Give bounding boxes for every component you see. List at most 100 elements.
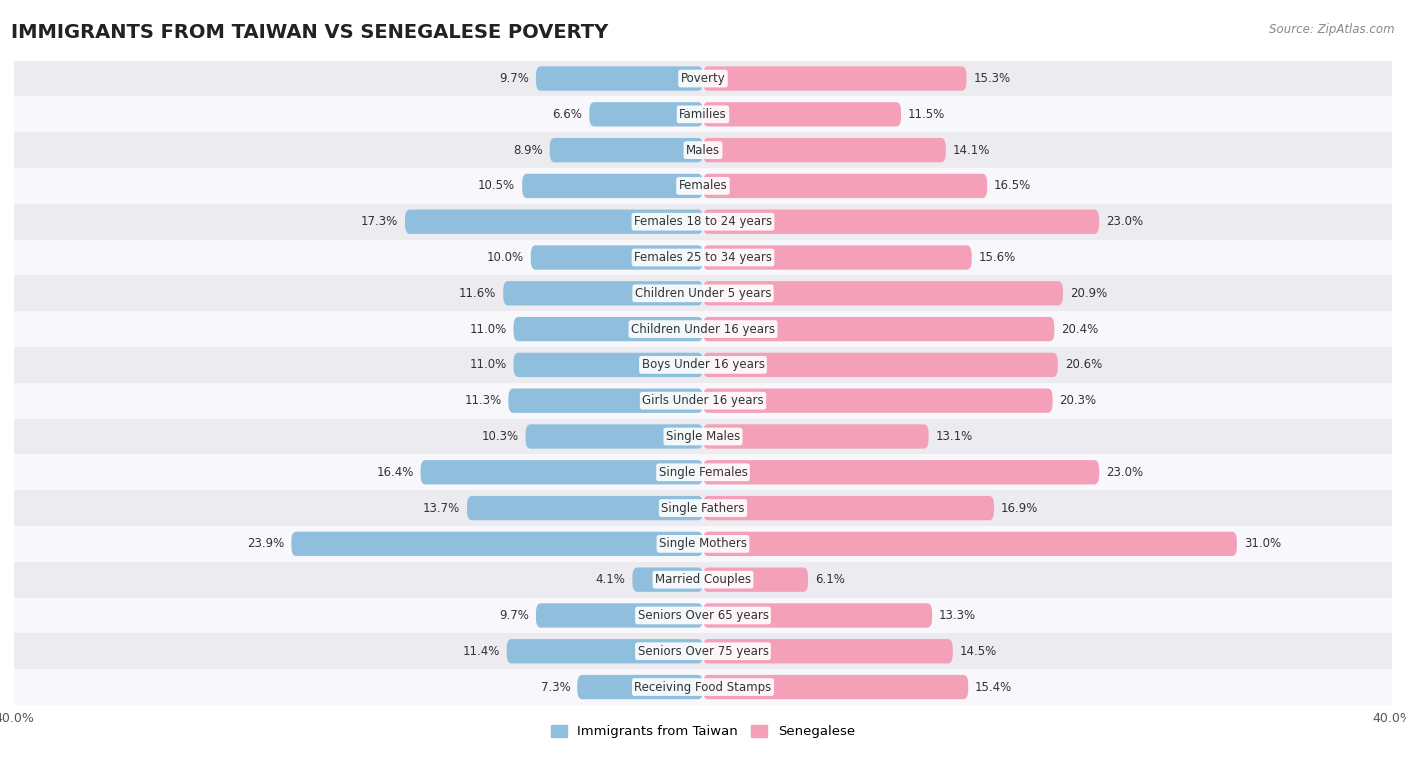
FancyBboxPatch shape — [703, 174, 987, 198]
FancyBboxPatch shape — [14, 204, 1392, 240]
Text: Females: Females — [679, 180, 727, 193]
Text: Females 18 to 24 years: Females 18 to 24 years — [634, 215, 772, 228]
Text: Children Under 16 years: Children Under 16 years — [631, 323, 775, 336]
Text: 13.7%: 13.7% — [423, 502, 460, 515]
FancyBboxPatch shape — [531, 246, 703, 270]
FancyBboxPatch shape — [14, 168, 1392, 204]
Text: 17.3%: 17.3% — [361, 215, 398, 228]
Text: Poverty: Poverty — [681, 72, 725, 85]
Legend: Immigrants from Taiwan, Senegalese: Immigrants from Taiwan, Senegalese — [546, 719, 860, 744]
FancyBboxPatch shape — [14, 312, 1392, 347]
Text: 15.3%: 15.3% — [973, 72, 1011, 85]
FancyBboxPatch shape — [14, 490, 1392, 526]
FancyBboxPatch shape — [633, 568, 703, 592]
Text: 15.4%: 15.4% — [976, 681, 1012, 694]
Text: 31.0%: 31.0% — [1244, 537, 1281, 550]
Text: 11.4%: 11.4% — [463, 645, 499, 658]
FancyBboxPatch shape — [703, 568, 808, 592]
FancyBboxPatch shape — [467, 496, 703, 520]
Text: 14.5%: 14.5% — [960, 645, 997, 658]
Text: 11.0%: 11.0% — [470, 323, 506, 336]
FancyBboxPatch shape — [14, 669, 1392, 705]
FancyBboxPatch shape — [703, 424, 928, 449]
Text: 6.1%: 6.1% — [815, 573, 845, 586]
FancyBboxPatch shape — [14, 597, 1392, 634]
FancyBboxPatch shape — [14, 96, 1392, 132]
FancyBboxPatch shape — [703, 675, 969, 699]
FancyBboxPatch shape — [14, 61, 1392, 96]
Text: 11.0%: 11.0% — [470, 359, 506, 371]
FancyBboxPatch shape — [14, 526, 1392, 562]
Text: Married Couples: Married Couples — [655, 573, 751, 586]
FancyBboxPatch shape — [703, 496, 994, 520]
Text: Single Fathers: Single Fathers — [661, 502, 745, 515]
Text: 4.1%: 4.1% — [596, 573, 626, 586]
FancyBboxPatch shape — [291, 531, 703, 556]
Text: 11.6%: 11.6% — [458, 287, 496, 300]
FancyBboxPatch shape — [526, 424, 703, 449]
FancyBboxPatch shape — [703, 639, 953, 663]
Text: 9.7%: 9.7% — [499, 72, 529, 85]
FancyBboxPatch shape — [703, 246, 972, 270]
Text: 14.1%: 14.1% — [953, 143, 990, 157]
FancyBboxPatch shape — [522, 174, 703, 198]
FancyBboxPatch shape — [509, 389, 703, 413]
FancyBboxPatch shape — [703, 603, 932, 628]
FancyBboxPatch shape — [536, 603, 703, 628]
FancyBboxPatch shape — [503, 281, 703, 305]
FancyBboxPatch shape — [550, 138, 703, 162]
Text: Source: ZipAtlas.com: Source: ZipAtlas.com — [1270, 23, 1395, 36]
FancyBboxPatch shape — [405, 209, 703, 234]
FancyBboxPatch shape — [14, 454, 1392, 490]
Text: 16.4%: 16.4% — [377, 465, 413, 479]
Text: 20.4%: 20.4% — [1062, 323, 1098, 336]
Text: Families: Families — [679, 108, 727, 121]
Text: Children Under 5 years: Children Under 5 years — [634, 287, 772, 300]
Text: 23.0%: 23.0% — [1107, 465, 1143, 479]
FancyBboxPatch shape — [14, 132, 1392, 168]
Text: 23.9%: 23.9% — [247, 537, 284, 550]
Text: 15.6%: 15.6% — [979, 251, 1015, 264]
FancyBboxPatch shape — [14, 240, 1392, 275]
Text: 8.9%: 8.9% — [513, 143, 543, 157]
Text: 10.0%: 10.0% — [486, 251, 524, 264]
Text: 20.6%: 20.6% — [1064, 359, 1102, 371]
Text: Boys Under 16 years: Boys Under 16 years — [641, 359, 765, 371]
FancyBboxPatch shape — [703, 317, 1054, 341]
Text: 23.0%: 23.0% — [1107, 215, 1143, 228]
FancyBboxPatch shape — [536, 67, 703, 91]
Text: Males: Males — [686, 143, 720, 157]
Text: Single Mothers: Single Mothers — [659, 537, 747, 550]
FancyBboxPatch shape — [703, 67, 966, 91]
FancyBboxPatch shape — [589, 102, 703, 127]
FancyBboxPatch shape — [703, 209, 1099, 234]
FancyBboxPatch shape — [14, 347, 1392, 383]
FancyBboxPatch shape — [513, 352, 703, 377]
FancyBboxPatch shape — [420, 460, 703, 484]
Text: 20.9%: 20.9% — [1070, 287, 1107, 300]
Text: Single Females: Single Females — [658, 465, 748, 479]
FancyBboxPatch shape — [14, 275, 1392, 312]
Text: Single Males: Single Males — [666, 430, 740, 443]
FancyBboxPatch shape — [703, 531, 1237, 556]
Text: Females 25 to 34 years: Females 25 to 34 years — [634, 251, 772, 264]
Text: Seniors Over 75 years: Seniors Over 75 years — [637, 645, 769, 658]
Text: Girls Under 16 years: Girls Under 16 years — [643, 394, 763, 407]
Text: 10.5%: 10.5% — [478, 180, 515, 193]
Text: 20.3%: 20.3% — [1060, 394, 1097, 407]
FancyBboxPatch shape — [14, 383, 1392, 418]
FancyBboxPatch shape — [703, 102, 901, 127]
Text: 13.3%: 13.3% — [939, 609, 976, 622]
Text: 11.3%: 11.3% — [464, 394, 502, 407]
FancyBboxPatch shape — [703, 460, 1099, 484]
FancyBboxPatch shape — [703, 352, 1057, 377]
Text: Receiving Food Stamps: Receiving Food Stamps — [634, 681, 772, 694]
Text: IMMIGRANTS FROM TAIWAN VS SENEGALESE POVERTY: IMMIGRANTS FROM TAIWAN VS SENEGALESE POV… — [11, 23, 609, 42]
Text: 7.3%: 7.3% — [541, 681, 571, 694]
FancyBboxPatch shape — [506, 639, 703, 663]
Text: 16.5%: 16.5% — [994, 180, 1032, 193]
Text: 13.1%: 13.1% — [935, 430, 973, 443]
Text: 6.6%: 6.6% — [553, 108, 582, 121]
Text: 9.7%: 9.7% — [499, 609, 529, 622]
FancyBboxPatch shape — [513, 317, 703, 341]
